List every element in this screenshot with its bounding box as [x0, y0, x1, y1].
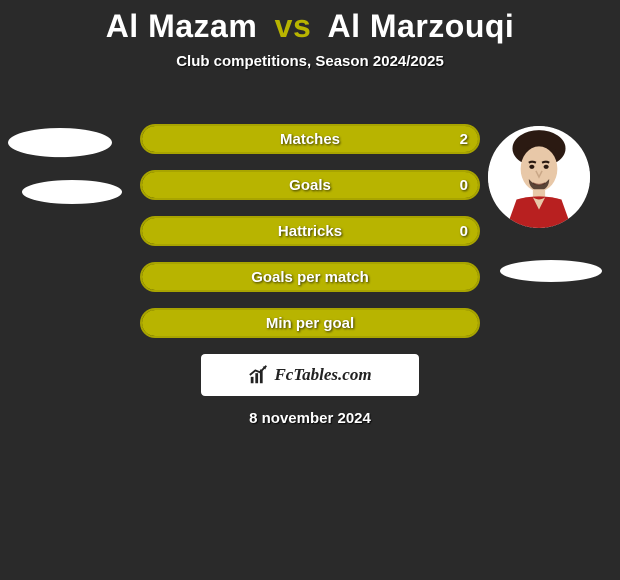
stat-label: Matches [142, 126, 478, 152]
stats-container: Matches2Goals0Hattricks0Goals per matchM… [140, 124, 480, 354]
branding-text: FcTables.com [274, 365, 371, 385]
stat-row: Min per goal [140, 308, 480, 338]
stat-row: Goals0 [140, 170, 480, 200]
page-title: Al Mazam vs Al Marzouqi [0, 0, 620, 45]
chart-icon [248, 364, 270, 386]
branding-badge: FcTables.com [201, 354, 419, 396]
stat-label: Hattricks [142, 218, 478, 244]
avatar-right-shadow [500, 260, 602, 282]
title-vs: vs [275, 8, 312, 44]
stat-row: Matches2 [140, 124, 480, 154]
stat-label: Min per goal [142, 310, 478, 336]
stat-label: Goals per match [142, 264, 478, 290]
stat-label: Goals [142, 172, 478, 198]
avatar-left-shadow [22, 180, 122, 204]
stat-value-right: 0 [460, 218, 468, 244]
stat-value-right: 0 [460, 172, 468, 198]
subtitle: Club competitions, Season 2024/2025 [0, 53, 620, 70]
title-player2: Al Marzouqi [327, 8, 514, 44]
avatar-left-placeholder [8, 128, 112, 157]
player-portrait-icon [488, 126, 590, 228]
stat-row: Hattricks0 [140, 216, 480, 246]
stat-value-right: 2 [460, 126, 468, 152]
title-player1: Al Mazam [106, 8, 258, 44]
stat-row: Goals per match [140, 262, 480, 292]
avatar-right [488, 126, 590, 228]
date-label: 8 november 2024 [0, 410, 620, 427]
